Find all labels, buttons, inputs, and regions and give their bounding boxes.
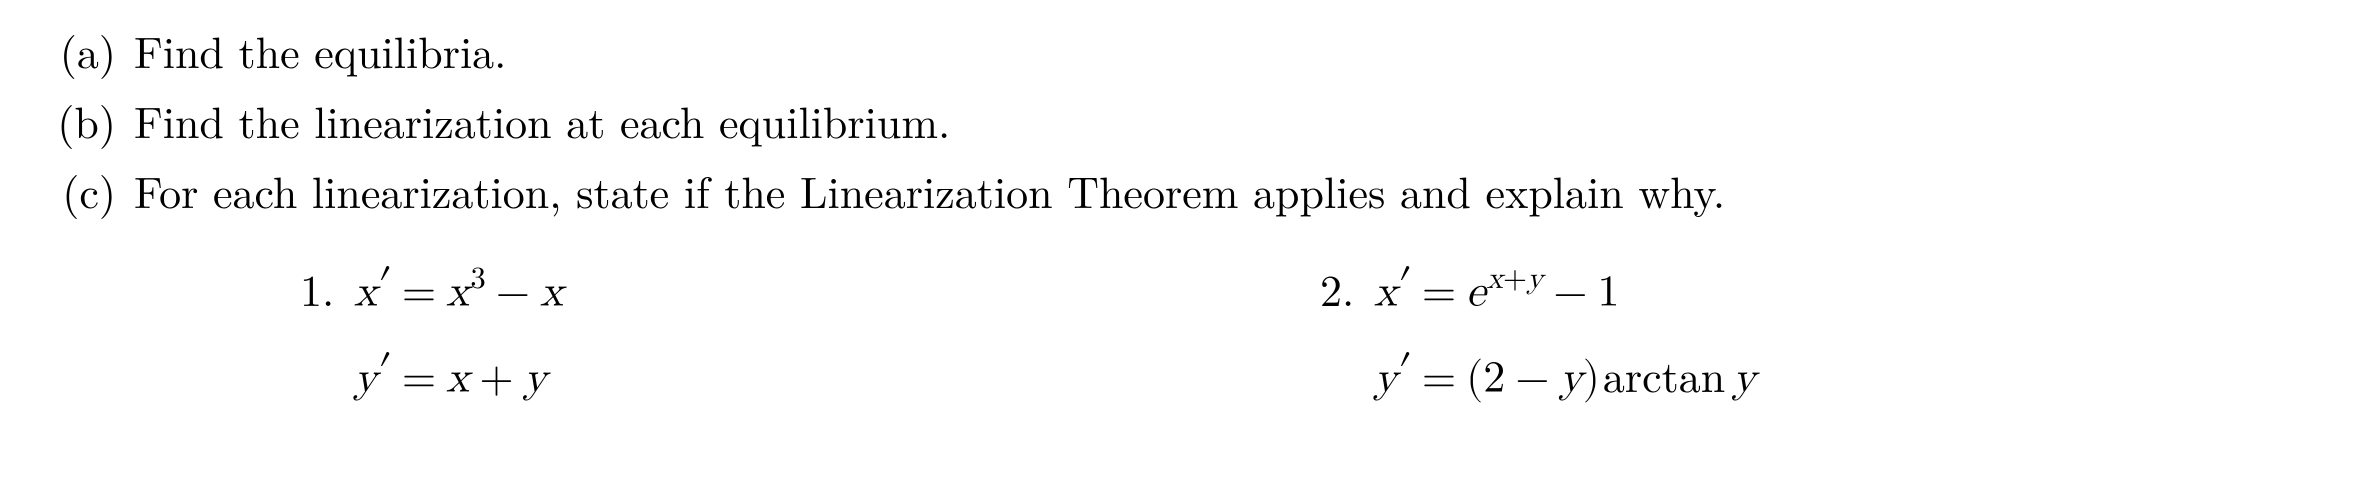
system-1-number: 1. [300, 256, 354, 320]
exercise-block: (a) Find the equilibria. (b) Find the li… [0, 0, 2360, 447]
system-2: 2. x′=ex+y−1 y′=(2−y)arctan y [1320, 255, 2220, 427]
item-b-label: (b) [30, 88, 134, 152]
system-2-eq1: 2. x′=ex+y−1 [1320, 255, 2220, 341]
system-2-eq2: y′=(2−y)arctan y [1320, 341, 2220, 427]
system-1-eq2-math: y′=x+y [354, 341, 547, 411]
item-a: (a) Find the equilibria. [30, 18, 2330, 82]
system-2-number: 2. [1320, 256, 1374, 320]
item-b: (b) Find the linearization at each equil… [30, 88, 2330, 152]
systems-row: 1. x′=x3−x y′=x+y 2. x′=ex+y−1 y′=(2−y)a… [30, 255, 2330, 427]
system-1-eq2: y′=x+y [300, 341, 1320, 427]
system-1: 1. x′=x3−x y′=x+y [300, 255, 1320, 427]
system-1-eq1: 1. x′=x3−x [300, 255, 1320, 341]
system-2-eq2-math: y′=(2−y)arctan y [1374, 341, 1756, 411]
item-a-label: (a) [30, 18, 134, 82]
system-2-eq1-math: x′=ex+y−1 [1374, 255, 1619, 325]
item-b-text: Find the linearization at each equilibri… [134, 88, 2330, 152]
item-c-text: For each linearization, state if the Lin… [134, 158, 2330, 222]
item-c: (c) For each linearization, state if the… [30, 158, 2330, 222]
item-c-label: (c) [30, 158, 134, 222]
item-a-text: Find the equilibria. [134, 18, 2330, 82]
system-1-eq1-math: x′=x3−x [354, 255, 563, 325]
